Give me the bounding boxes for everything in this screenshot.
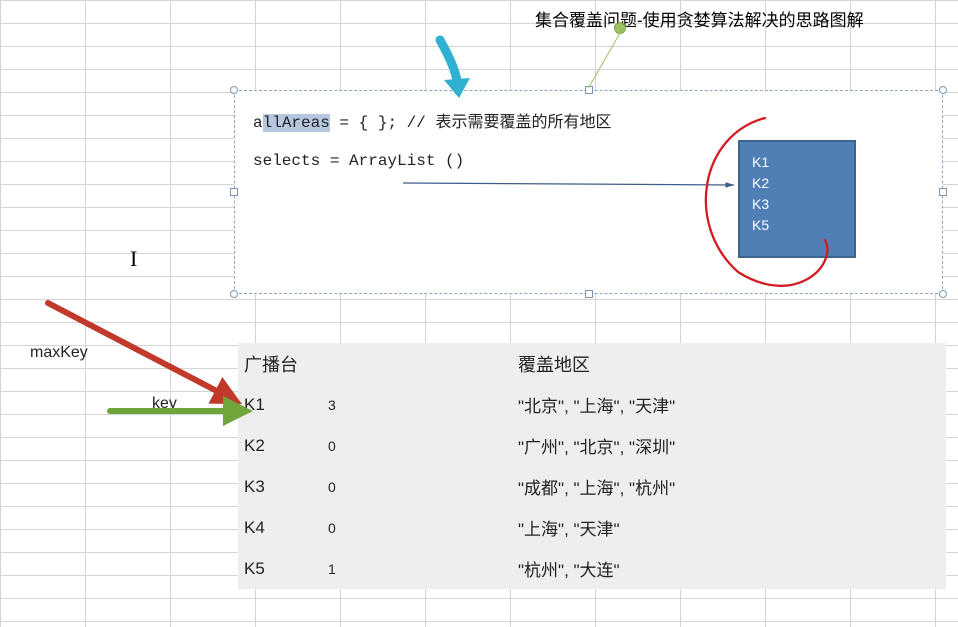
table-header-row: 广播台 覆盖地区 <box>238 343 946 384</box>
code-text-selected: llAreas <box>263 114 330 132</box>
rotate-handle-dot[interactable] <box>615 23 625 33</box>
cell-regions: "成都", "上海", "杭州" <box>408 474 946 499</box>
cell-regions: "上海", "天津" <box>408 515 946 540</box>
header-station: 广播台 <box>238 351 328 377</box>
cell-regions: "杭州", "大连" <box>408 556 946 581</box>
result-box: K1 K2 K3 K5 <box>738 140 856 258</box>
cell-count: 0 <box>328 520 408 536</box>
resize-handle-w[interactable] <box>230 188 238 196</box>
result-item: K1 <box>752 152 846 173</box>
cell-regions: "广州", "北京", "深圳" <box>408 433 946 458</box>
code-line-selects: selects = ArrayList () <box>253 152 464 170</box>
result-item: K5 <box>752 215 846 236</box>
cell-station: K4 <box>238 518 328 538</box>
resize-handle-n[interactable] <box>585 86 593 94</box>
cell-count: 1 <box>328 561 408 577</box>
code-text-post: = { }; // 表示需要覆盖的所有地区 <box>330 114 612 132</box>
resize-handle-ne[interactable] <box>939 86 947 94</box>
table-row: K51"杭州", "大连" <box>238 548 946 589</box>
resize-handle-s[interactable] <box>585 290 593 298</box>
cell-station: K2 <box>238 436 328 456</box>
cell-count: 0 <box>328 479 408 495</box>
header-region: 覆盖地区 <box>408 351 946 377</box>
cell-count: 0 <box>328 438 408 454</box>
resize-handle-nw[interactable] <box>230 86 238 94</box>
cell-station: K1 <box>238 395 328 415</box>
resize-handle-se[interactable] <box>939 290 947 298</box>
table-row: K30"成都", "上海", "杭州" <box>238 466 946 507</box>
table-row: K40"上海", "天津" <box>238 507 946 548</box>
resize-handle-sw[interactable] <box>230 290 238 298</box>
table-row: K20"广州", "北京", "深圳" <box>238 425 946 466</box>
label-maxkey: maxKey <box>30 344 88 362</box>
cell-count: 3 <box>328 397 408 413</box>
cell-station: K5 <box>238 559 328 579</box>
cell-station: K3 <box>238 477 328 497</box>
result-item: K2 <box>752 173 846 194</box>
cell-regions: "北京", "上海", "天津" <box>408 392 946 417</box>
label-key: key <box>152 395 177 413</box>
resize-handle-e[interactable] <box>939 188 947 196</box>
diagram-title: 集合覆盖问题-使用贪婪算法解决的思路图解 <box>535 6 864 31</box>
result-item: K3 <box>752 194 846 215</box>
stations-table: 广播台 覆盖地区 K13"北京", "上海", "天津"K20"广州", "北京… <box>238 343 946 589</box>
table-row: K13"北京", "上海", "天津" <box>238 384 946 425</box>
text-cursor-icon: I <box>130 246 137 272</box>
code-text-pre: a <box>253 114 263 132</box>
code-line-allareas: allAreas = { }; // 表示需要覆盖的所有地区 <box>253 108 611 132</box>
